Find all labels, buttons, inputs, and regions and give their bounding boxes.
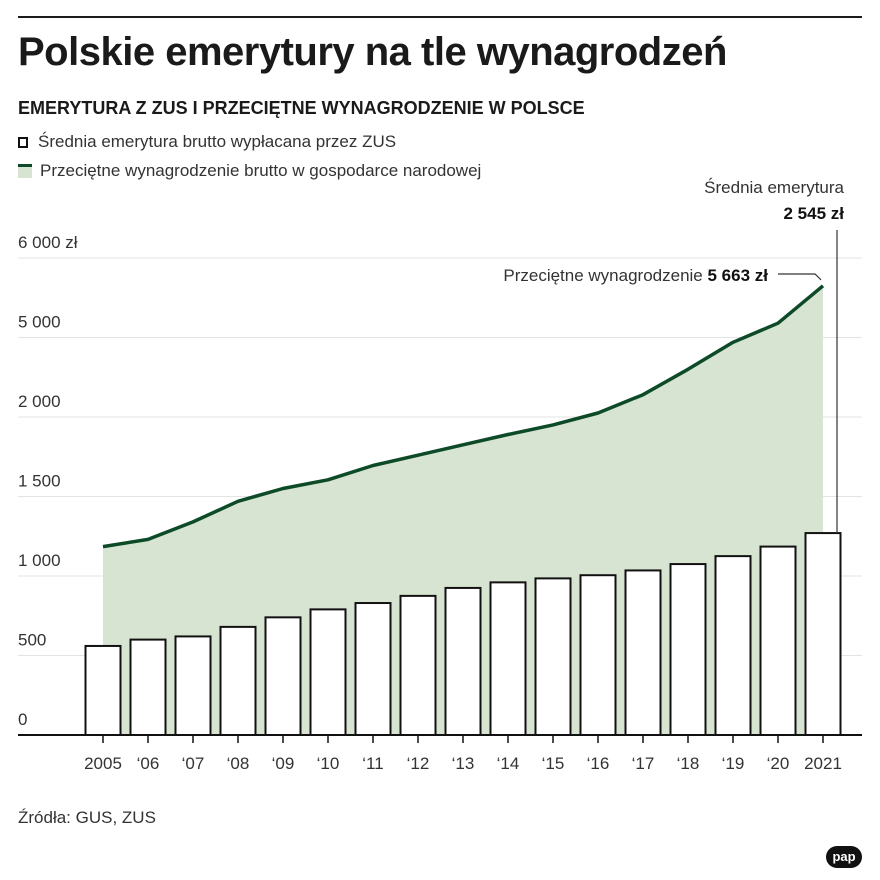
pension-bar	[759, 545, 797, 737]
x-tick-label: ‘07	[182, 754, 205, 773]
x-tick-label: ‘09	[272, 754, 295, 773]
pension-bar	[219, 625, 257, 737]
wage-line	[102, 284, 825, 549]
x-tick-label: ‘10	[317, 754, 340, 773]
chart-title: Polskie emerytury na tle wynagrodzeń	[18, 30, 727, 74]
top-rule	[18, 16, 862, 18]
wage-annotation-value: 5 663 zł	[708, 266, 769, 285]
pension-bar	[354, 602, 392, 737]
pension-bar	[534, 577, 572, 737]
wage-annotation: Przeciętne wynagrodzenie 5 663 zł	[503, 266, 768, 285]
pension-bar	[489, 581, 527, 736]
legend-label-pension: Średnia emerytura brutto wypłacana przez…	[38, 132, 397, 151]
legend-swatch-area-icon	[18, 164, 32, 178]
legend-swatch-bar-icon	[18, 136, 28, 148]
x-tick-label: ‘20	[767, 754, 790, 773]
pension-bar	[579, 574, 617, 737]
x-tick-label: ‘19	[722, 754, 745, 773]
x-tick-label: ‘06	[137, 754, 160, 773]
y-tick-label: 2 000	[18, 392, 61, 411]
pension-bar	[669, 563, 707, 737]
y-tick-label: 1 500	[18, 472, 61, 491]
x-tick-label: ‘08	[227, 754, 250, 773]
legend-item-pension: Średnia emerytura brutto wypłacana przez…	[18, 132, 396, 152]
pension-bar	[174, 635, 212, 736]
pap-logo: pap	[826, 846, 862, 868]
pension-annotation-value: 2 545 zł	[784, 204, 845, 223]
pension-bar	[444, 586, 482, 736]
pension-bar	[84, 644, 122, 737]
x-tick-label: ‘18	[677, 754, 700, 773]
x-tick-label: ‘13	[452, 754, 475, 773]
y-tick-label: 5 000	[18, 313, 61, 332]
pension-bar	[624, 569, 662, 736]
x-tick-label: ‘12	[407, 754, 430, 773]
x-tick-label: ‘15	[542, 754, 565, 773]
y-tick-label: 500	[18, 631, 46, 650]
x-tick-label: ‘17	[632, 754, 655, 773]
source-note: Źródła: GUS, ZUS	[18, 808, 156, 827]
pension-annotation-label: Średnia emerytura	[704, 178, 844, 197]
wage-leader-line	[778, 273, 822, 281]
wage-annotation-label: Przeciętne wynagrodzenie	[503, 266, 702, 285]
legend-label-wage: Przeciętne wynagrodzenie brutto w gospod…	[40, 161, 482, 180]
y-tick-label: 6 000 zł	[18, 233, 78, 252]
y-tick-label: 0	[18, 710, 27, 729]
pension-bar	[804, 532, 842, 736]
pension-bar	[309, 608, 347, 737]
pension-bar	[264, 616, 302, 737]
x-tick-label: 2021	[804, 754, 842, 773]
x-tick-label: 2005	[84, 754, 122, 773]
chart-subtitle: EMERYTURA Z ZUS I PRZECIĘTNE WYNAGRODZEN…	[18, 98, 585, 118]
x-tick-label: ‘11	[362, 754, 383, 773]
x-tick-label: ‘14	[497, 754, 520, 773]
pension-bar	[129, 638, 167, 736]
x-tick-label: ‘16	[587, 754, 610, 773]
pension-bar	[399, 594, 437, 736]
y-tick-label: 1 000	[18, 551, 61, 570]
legend-item-wage: Przeciętne wynagrodzenie brutto w gospod…	[18, 161, 481, 181]
pension-bar	[714, 555, 752, 736]
